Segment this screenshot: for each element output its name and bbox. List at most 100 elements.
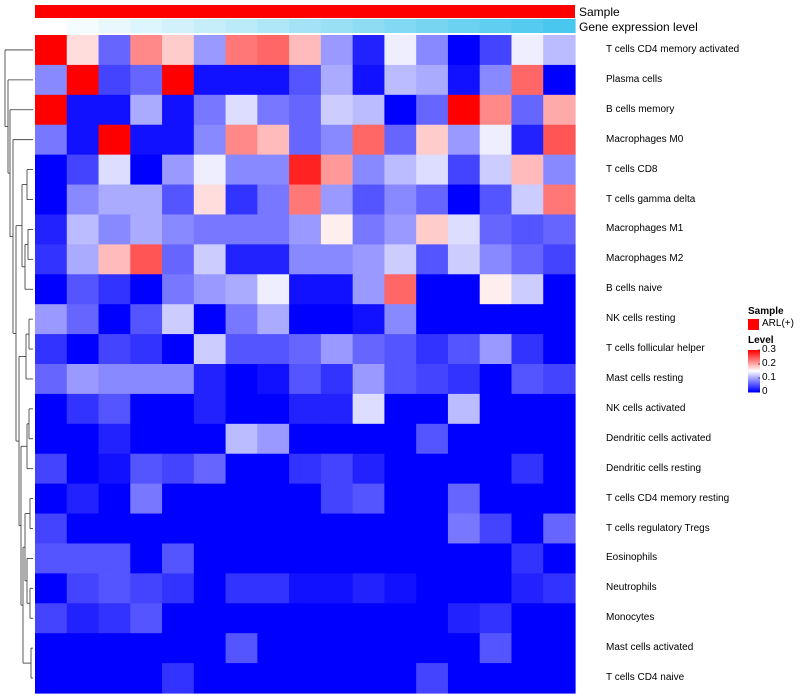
heatmap-cell: [257, 603, 290, 634]
heatmap-cell: [289, 453, 322, 485]
heatmap-cell: [193, 453, 227, 485]
heatmap-cell: [352, 154, 386, 186]
heatmap-cell: [384, 274, 417, 305]
heatmap-cell: [162, 364, 195, 395]
heatmap-cell: [66, 274, 100, 305]
heatmap-cell: [352, 274, 386, 305]
legend-color-step: [748, 366, 760, 368]
heatmap-cell: [225, 393, 258, 425]
heatmap-cell: [384, 573, 417, 604]
heatmap-cell: [225, 64, 258, 96]
legend-sample-title: Sample: [748, 306, 784, 317]
heatmap-cell: [384, 393, 417, 425]
row-dendrogram: [4, 49, 33, 679]
heatmap-cell: [66, 304, 100, 335]
heatmap-cell: [130, 304, 163, 335]
legend-color-step: [748, 389, 760, 391]
heatmap-cell: [416, 364, 449, 395]
heatmap-cell: [416, 453, 449, 485]
heatmap-cell: [225, 304, 258, 335]
heatmap-cell: [511, 124, 544, 156]
heatmap-cell: [352, 94, 386, 126]
heatmap-cell: [289, 244, 322, 275]
heatmap-cell: [289, 154, 322, 186]
heatmap-cell: [289, 573, 322, 604]
heatmap-cell: [130, 64, 163, 96]
legend-color-step: [748, 364, 760, 366]
heatmap-cell: [352, 214, 386, 245]
heatmap-cell: [352, 573, 386, 604]
legend-color-step: [748, 357, 760, 359]
heatmap-cell: [511, 64, 544, 96]
heatmap-cell: [257, 453, 290, 485]
legend-sample-entry: ARL(+): [762, 318, 794, 329]
heatmap-cell: [289, 663, 322, 694]
heatmap-cell: [193, 483, 227, 515]
heatmap-cell: [162, 274, 195, 305]
heatmap-cell: [352, 513, 386, 545]
heatmap-cell: [98, 35, 131, 66]
heatmap-cell: [320, 393, 354, 425]
heatmap-cell: [352, 453, 386, 485]
heatmap-cell: [66, 334, 100, 365]
heatmap-cell: [257, 244, 290, 275]
heatmap-cell: [416, 124, 449, 156]
annotation-label-sample: Sample: [579, 5, 620, 19]
heatmap-cell: [289, 184, 322, 216]
annotation-cell-gene-expression: [447, 19, 481, 33]
heatmap-cell: [416, 244, 449, 275]
heatmap-cell: [320, 184, 354, 216]
heatmap-cell: [98, 334, 131, 365]
legend-color-step: [748, 374, 760, 376]
heatmap-cell: [320, 35, 354, 66]
legend-color-step: [748, 380, 760, 382]
legend-color-step: [748, 352, 760, 354]
legend-color-step: [748, 363, 760, 365]
heatmap-cell: [416, 573, 449, 604]
heatmap-cell: [479, 663, 513, 694]
annotation-cell-gene-expression: [479, 19, 513, 33]
heatmap-cell: [352, 124, 386, 156]
heatmap-cell: [320, 274, 354, 305]
heatmap-cell: [130, 124, 163, 156]
legend-color-step: [748, 381, 760, 383]
heatmap-cell: [543, 453, 576, 485]
heatmap-cell: [66, 364, 100, 395]
heatmap-cell: [320, 603, 354, 634]
heatmap-cell: [289, 633, 322, 664]
heatmap-cell: [162, 304, 195, 335]
heatmap-cell: [66, 513, 100, 545]
heatmap-cell: [225, 483, 258, 515]
legend-color-step: [748, 355, 760, 357]
heatmap-cell: [384, 603, 417, 634]
heatmap-cell: [543, 154, 576, 186]
heatmap-cell: [130, 513, 163, 545]
heatmap-cell: [130, 35, 163, 66]
heatmap-cell: [66, 663, 100, 694]
legend-color-step: [748, 388, 760, 390]
heatmap-cell: [320, 543, 354, 574]
heatmap-cell: [352, 334, 386, 365]
heatmap-cell: [98, 214, 131, 245]
heatmap-cell: [352, 64, 386, 96]
legend-color-step: [748, 356, 760, 358]
heatmap-cell: [35, 603, 68, 634]
heatmap-cell: [130, 274, 163, 305]
heatmap-cell: [257, 483, 290, 515]
legend-tick-label: 0.3: [762, 344, 776, 355]
heatmap-cell: [35, 573, 68, 604]
heatmap-cell: [193, 423, 227, 455]
heatmap-cell: [320, 513, 354, 545]
heatmap-cell: [320, 124, 354, 156]
heatmap-cell: [289, 603, 322, 634]
annotation-cell-gene-expression: [320, 19, 354, 33]
heatmap-cell: [257, 64, 290, 96]
heatmap-cell: [193, 663, 227, 694]
heatmap-cell: [35, 304, 68, 335]
heatmap-cell: [66, 603, 100, 634]
heatmap-cell: [543, 334, 576, 365]
heatmap-cell: [320, 483, 354, 515]
heatmap-cell: [98, 483, 131, 515]
heatmap-cell: [289, 334, 322, 365]
